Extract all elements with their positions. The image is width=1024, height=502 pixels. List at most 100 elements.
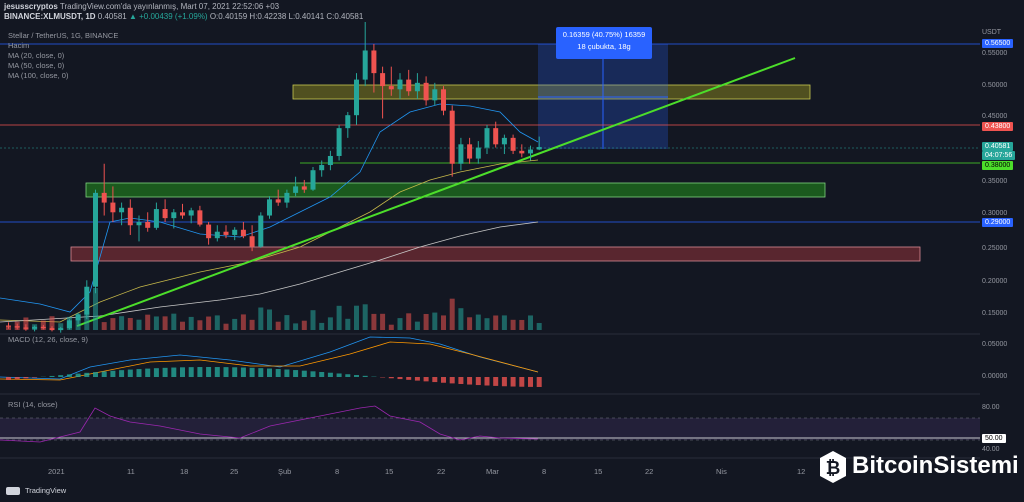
demand-zone — [70, 246, 921, 262]
volume-bar — [145, 314, 151, 330]
macd-hist-bar — [354, 375, 359, 377]
volume-bar — [75, 313, 81, 330]
legend-ma20: MA (20, close, 0) — [8, 51, 65, 60]
tag-green: 0.38000 — [982, 161, 1014, 170]
volume-bar — [475, 314, 481, 330]
candle — [327, 155, 333, 166]
candle — [136, 222, 142, 226]
volume-bar — [249, 319, 255, 330]
candle — [441, 89, 446, 111]
rsi-line — [0, 405, 539, 443]
time-label: Mar — [486, 467, 499, 476]
volume-bar — [310, 310, 316, 330]
tag-top: 0.56500 — [982, 39, 1014, 48]
time-label: 15 — [385, 467, 394, 476]
volume-bar — [449, 298, 455, 330]
macd-tick-0: 0.00000 — [982, 373, 1008, 380]
volume-bar — [136, 319, 142, 330]
price-chart[interactable] — [0, 22, 980, 502]
time-label: 22 — [437, 467, 446, 476]
time-label: 11 — [127, 467, 135, 476]
rsi-tag-50: 50.00 — [982, 434, 1006, 443]
chart-legend: Stellar / TetherUS, 1G, BINANCE Hacim MA… — [8, 31, 118, 81]
macd-hist-bar — [484, 377, 490, 386]
volume-bar — [380, 313, 386, 330]
volume-bar — [458, 308, 464, 330]
symbol-label[interactable]: BINANCE:XLMUSDT, 1D — [4, 12, 96, 21]
volume-bar — [510, 319, 516, 330]
macd-hist-bar — [319, 372, 325, 377]
candle — [162, 209, 168, 219]
volume-bar — [423, 313, 429, 330]
rsi-label: RSI (14, close) — [8, 400, 58, 409]
macd-hist-bar — [32, 377, 38, 378]
macd-hist-bar — [258, 368, 264, 377]
candle — [345, 115, 351, 129]
legend-ma50: MA (50, close, 0) — [8, 61, 65, 70]
volume-bar — [406, 313, 412, 330]
candle — [110, 202, 116, 213]
macd-hist-bar — [310, 371, 316, 377]
ma50-line — [0, 159, 539, 323]
tick-0-25: 0.25000 — [982, 245, 1008, 252]
volume-bar — [536, 323, 542, 330]
volume-bar — [501, 315, 507, 330]
macd-histogram — [6, 367, 542, 387]
price-axis[interactable]: USDT 0.56500 0.55000 0.50000 0.45000 0.4… — [980, 0, 1024, 502]
tradingview-logo-icon — [6, 487, 20, 496]
author-name[interactable]: jesusscryptos — [4, 2, 58, 11]
macd-hist-bar — [336, 373, 342, 377]
macd-hist-bar — [519, 377, 525, 387]
macd-hist-bar — [180, 367, 185, 377]
macd-hist-bar — [240, 367, 246, 377]
candle — [336, 128, 342, 156]
resistance-zone — [292, 84, 811, 100]
volume-bar — [493, 315, 499, 330]
macd-hist-bar — [467, 377, 473, 385]
tick-0-20: 0.20000 — [982, 278, 1008, 285]
volume-bar — [14, 321, 20, 330]
volume-bar — [232, 318, 238, 330]
volume-bar — [119, 316, 125, 330]
macd-hist-bar — [267, 368, 272, 377]
support-zone — [85, 182, 826, 198]
macd-hist-bar — [232, 367, 238, 377]
candle — [528, 149, 533, 154]
volume-bar — [371, 313, 377, 330]
candle — [432, 89, 438, 101]
last-price: 0.40581 — [97, 12, 127, 21]
svg-text:₿: ₿ — [826, 458, 841, 479]
macd-line — [0, 336, 539, 380]
macd-hist-bar — [345, 374, 351, 377]
macd-hist-bar — [528, 377, 533, 387]
candle — [536, 147, 542, 150]
tick-0-45: 0.45000 — [982, 113, 1008, 120]
volume-bar — [467, 317, 473, 330]
candle — [206, 224, 212, 239]
volume-bar — [258, 307, 264, 330]
candle — [188, 210, 194, 216]
candle — [84, 286, 90, 315]
volume-bar — [6, 325, 11, 330]
candle — [284, 192, 290, 203]
candle — [293, 186, 299, 193]
candle — [275, 199, 281, 203]
candle — [267, 199, 272, 216]
macd-hist-bar — [293, 370, 299, 377]
macd-hist-bar — [284, 369, 290, 377]
volume-bars — [6, 288, 542, 330]
macd-hist-bar — [275, 368, 281, 377]
tick-0-30: 0.30000 — [982, 210, 1008, 217]
macd-hist-bar — [423, 377, 429, 382]
macd-hist-bar — [197, 367, 203, 377]
volume-bar — [362, 304, 368, 330]
tag-red: 0.43800 — [982, 122, 1014, 131]
macd-hist-bar — [223, 367, 229, 377]
volume-bar — [397, 318, 403, 330]
tradingview-brand[interactable]: TradingView — [6, 486, 66, 496]
time-label: 22 — [645, 467, 654, 476]
bitcoin-logo-icon: ₿ — [820, 451, 846, 483]
candle — [101, 192, 107, 203]
volume-bar — [58, 323, 64, 330]
candle — [119, 207, 125, 213]
